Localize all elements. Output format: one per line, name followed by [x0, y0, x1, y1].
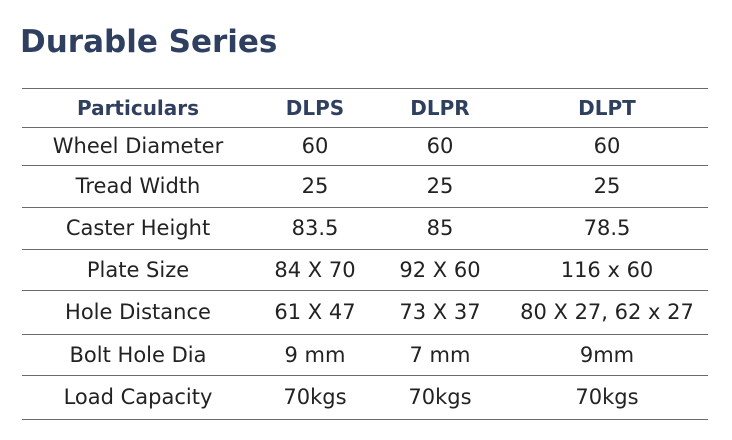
- cell-value: 9 mm: [284, 342, 346, 367]
- row-label: Load Capacity: [63, 385, 213, 409]
- cell-value: 80 X 27, 62 x 27: [520, 300, 694, 324]
- cell-value: 85: [426, 216, 454, 240]
- column-header: DLPR: [410, 95, 470, 120]
- cell-value: 116 x 60: [560, 257, 654, 282]
- table: Particulars DLPS DLPR DLPT Wheel Diameter 60 6…: [22, 0, 708, 440]
- row-label: Plate Size: [86, 257, 190, 282]
- column-header: DLPT: [578, 95, 636, 120]
- cell-value: 25: [301, 174, 329, 198]
- cell-value: 73 X 37: [399, 300, 481, 324]
- cell-value: 70kgs: [575, 385, 639, 409]
- cell-value: 60: [593, 134, 621, 158]
- cell-value: 61 X 47: [274, 300, 356, 324]
- cell-value: 60: [301, 134, 329, 158]
- row-label: Wheel Diameter: [52, 134, 224, 158]
- row-divider: [22, 165, 708, 166]
- cell-value: 83.5: [291, 216, 339, 240]
- cell-value: 25: [426, 174, 454, 198]
- cell-value: 84 X 70: [274, 257, 356, 282]
- column-header: Particulars: [76, 95, 200, 120]
- row-divider: [22, 249, 708, 250]
- row-divider: [22, 375, 708, 376]
- row-divider: [22, 88, 708, 89]
- cell-value: 70kgs: [283, 385, 347, 409]
- row-divider: [22, 127, 708, 128]
- title: Durable Series: [20, 24, 278, 60]
- cell-value: 78.5: [583, 216, 631, 240]
- cell-value: 60: [426, 134, 454, 158]
- column-header: DLPS: [285, 95, 345, 120]
- cell-value: 70kgs: [408, 385, 472, 409]
- row-label: Bolt Hole Dia: [69, 342, 207, 367]
- cell-value: 92 X 60: [399, 257, 481, 282]
- row-label: Tread Width: [75, 174, 201, 198]
- cell-value: 25: [593, 174, 621, 198]
- cell-value: 7 mm: [409, 342, 471, 367]
- row-label: Hole Distance: [65, 300, 211, 324]
- row-divider: [22, 334, 708, 335]
- row-divider: [22, 290, 708, 291]
- row-divider: [22, 419, 708, 420]
- row-divider: [22, 207, 708, 208]
- cell-value: 9mm: [579, 342, 635, 367]
- row-label: Caster Height: [65, 216, 211, 240]
